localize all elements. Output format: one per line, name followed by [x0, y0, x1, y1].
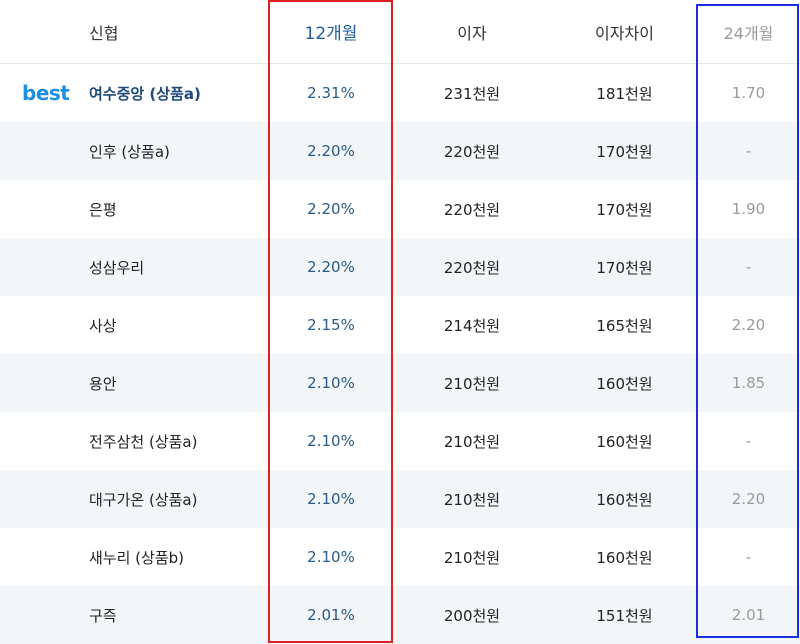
- row-rate-24m: 1.90: [731, 200, 766, 218]
- row-name: 대구가온 (상품a): [89, 490, 198, 509]
- best-badge: best: [22, 64, 82, 122]
- header-interest: 이자: [457, 23, 487, 43]
- table-row[interactable]: best 여수중앙 (상품a) 2.31% 231천원 181천원 1.70: [0, 64, 800, 122]
- row-rate-12m: 2.10%: [307, 548, 355, 566]
- row-name: 인후 (상품a): [89, 142, 170, 161]
- header-name: 신협: [89, 23, 119, 43]
- row-interest-diff: 160천원: [596, 548, 653, 567]
- row-interest-diff: 181천원: [596, 84, 653, 103]
- table-row[interactable]: 새누리 (상품b) 2.10% 210천원 160천원 -: [0, 528, 800, 586]
- row-interest: 210천원: [443, 432, 501, 451]
- row-rate-12m: 2.20%: [307, 142, 355, 160]
- table-row[interactable]: 성삼우리 2.20% 220천원 170천원 -: [0, 238, 800, 296]
- row-interest: 231천원: [443, 84, 501, 103]
- row-name: 성삼우리: [89, 258, 145, 277]
- row-interest-diff: 170천원: [596, 142, 653, 161]
- row-rate-12m: 2.31%: [307, 84, 355, 102]
- row-name: 용안: [89, 374, 117, 393]
- row-interest: 210천원: [443, 374, 501, 393]
- row-interest-diff: 170천원: [596, 258, 653, 277]
- row-rate-24m: 2.20: [731, 316, 766, 334]
- row-rate-12m: 2.20%: [307, 258, 355, 276]
- table-row[interactable]: 은평 2.20% 220천원 170천원 1.90: [0, 180, 800, 238]
- table-row[interactable]: 용안 2.10% 210천원 160천원 1.85: [0, 354, 800, 412]
- row-rate-24m: -: [745, 548, 752, 566]
- row-rate-24m: -: [745, 432, 752, 450]
- row-rate-24m: 1.70: [731, 84, 766, 102]
- header-rate-12m: 12개월: [304, 24, 358, 44]
- row-interest: 210천원: [443, 548, 501, 567]
- row-interest-diff: 160천원: [596, 432, 653, 451]
- row-rate-24m: 2.01: [731, 606, 766, 624]
- row-name: 은평: [89, 200, 117, 219]
- row-rate-12m: 2.01%: [307, 606, 355, 624]
- row-name: 구즉: [89, 606, 117, 625]
- row-interest-diff: 165천원: [596, 316, 653, 335]
- row-rate-24m: 1.85: [731, 374, 766, 392]
- row-interest-diff: 160천원: [596, 490, 653, 509]
- table-row[interactable]: 구즉 2.01% 200천원 151천원 2.01: [0, 586, 800, 644]
- best-badge-text: best: [22, 81, 70, 105]
- row-interest-diff: 151천원: [596, 606, 653, 625]
- table-row[interactable]: 사상 2.15% 214천원 165천원 2.20: [0, 296, 800, 354]
- row-rate-12m: 2.10%: [307, 490, 355, 508]
- row-rate-12m: 2.15%: [307, 316, 355, 334]
- row-interest: 214천원: [443, 316, 501, 335]
- row-interest: 220천원: [443, 142, 501, 161]
- row-name: 여수중앙 (상품a): [89, 84, 201, 103]
- row-interest: 210천원: [443, 490, 501, 509]
- row-interest: 220천원: [443, 200, 501, 219]
- row-interest-diff: 160천원: [596, 374, 653, 393]
- row-rate-24m: -: [745, 142, 752, 160]
- row-rate-24m: 2.20: [731, 490, 766, 508]
- table-row[interactable]: 전주삼천 (상품a) 2.10% 210천원 160천원 -: [0, 412, 800, 470]
- row-name: 새누리 (상품b): [89, 548, 184, 567]
- header-interest-diff: 이자차이: [595, 23, 654, 43]
- header-rate-24m: 24개월: [723, 23, 774, 43]
- row-rate-12m: 2.10%: [307, 374, 355, 392]
- row-rate-12m: 2.20%: [307, 200, 355, 218]
- table-header: 신협 12개월 이자 이자차이 24개월: [0, 0, 800, 64]
- row-interest: 220천원: [443, 258, 501, 277]
- row-rate-12m: 2.10%: [307, 432, 355, 450]
- row-name: 사상: [89, 316, 117, 335]
- table-row[interactable]: 인후 (상품a) 2.20% 220천원 170천원 -: [0, 122, 800, 180]
- table-row[interactable]: 대구가온 (상품a) 2.10% 210천원 160천원 2.20: [0, 470, 800, 528]
- row-name: 전주삼천 (상품a): [89, 432, 198, 451]
- row-interest-diff: 170천원: [596, 200, 653, 219]
- row-rate-24m: -: [745, 258, 752, 276]
- row-interest: 200천원: [443, 606, 501, 625]
